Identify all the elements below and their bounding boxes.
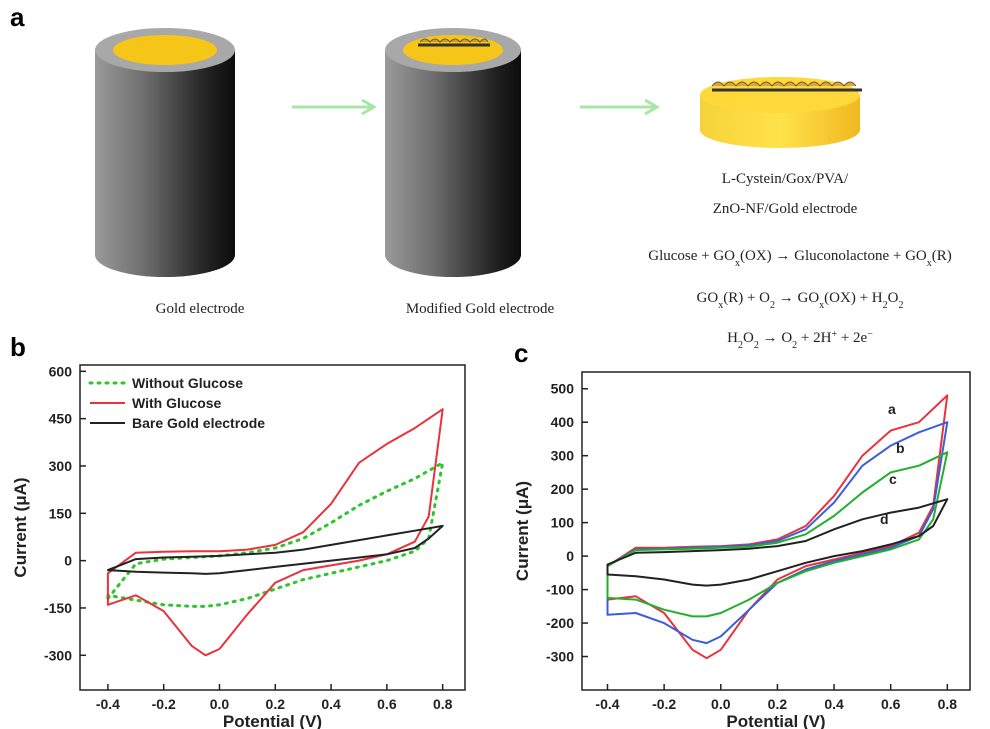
equation-part: (OX) + H xyxy=(824,290,883,306)
equation-part: x xyxy=(927,258,932,269)
x-tick-label: 0.6 xyxy=(881,696,901,712)
legend-label: Without Glucose xyxy=(132,375,243,391)
cv-curve xyxy=(606,394,949,660)
cv-curve xyxy=(106,408,444,657)
y-tick-label: -300 xyxy=(546,649,574,665)
y-tick-label: -300 xyxy=(44,647,72,663)
x-axis-label: Potential (V) xyxy=(726,712,825,729)
panel-label: c xyxy=(514,338,528,368)
x-tick-label: 0.4 xyxy=(824,696,844,712)
equation-part: x xyxy=(718,300,723,311)
y-tick-label: 600 xyxy=(49,363,73,379)
y-tick-label: 400 xyxy=(551,414,575,430)
x-tick-label: 0.0 xyxy=(210,696,230,712)
equation-part: O xyxy=(888,290,899,306)
electrode-label: Gold electrode xyxy=(156,301,245,317)
legend-label: Bare Gold electrode xyxy=(132,415,265,431)
y-tick-label: -150 xyxy=(44,600,72,616)
equation: GOx(R) + O2 → GOx(OX) + H2O2 xyxy=(697,290,904,311)
x-axis-label: Potential (V) xyxy=(223,712,322,729)
equation-part: 2 xyxy=(738,340,743,351)
electrode-label: Modified Gold electrode xyxy=(406,301,555,317)
curve-label: a xyxy=(888,401,896,417)
x-tick-label: 0.8 xyxy=(938,696,958,712)
equation: Glucose + GOx(OX) → Gluconolactone + GOx… xyxy=(648,248,952,269)
y-axis-label: Current (μA) xyxy=(513,481,532,581)
x-tick-label: -0.2 xyxy=(152,696,176,712)
equation-part: + xyxy=(831,329,837,340)
modified-electrode xyxy=(385,28,521,277)
plot-frame xyxy=(581,371,971,691)
equation-part: O xyxy=(743,330,754,346)
y-tick-label: -200 xyxy=(546,615,574,631)
x-tick-label: -0.4 xyxy=(96,696,120,712)
y-tick-label: 300 xyxy=(551,448,575,464)
equation-part: x xyxy=(819,300,824,311)
x-tick-label: 0.8 xyxy=(433,696,453,712)
panel-label: a xyxy=(10,2,25,32)
cv-curve xyxy=(106,524,444,575)
equation-part: (R) xyxy=(932,248,952,264)
equation-part: 2 xyxy=(898,300,903,311)
y-tick-label: 200 xyxy=(551,481,575,497)
cv-curve xyxy=(606,451,949,618)
equation-part: 2 xyxy=(770,300,775,311)
y-tick-label: 300 xyxy=(49,458,73,474)
product-label: L-Cystein/Gox/PVA/ xyxy=(722,171,849,187)
curve-label: d xyxy=(880,511,889,527)
equation-part: + 2H xyxy=(797,330,831,346)
curve-label: c xyxy=(889,471,897,487)
equation-part: (R) + O xyxy=(723,290,770,306)
x-tick-label: 0.2 xyxy=(266,696,286,712)
x-tick-label: 0.2 xyxy=(768,696,788,712)
equation-part: Glucose + GO xyxy=(648,248,735,264)
equation-part: GO xyxy=(697,290,719,306)
cv-curve xyxy=(606,421,949,645)
equation-part: − xyxy=(867,329,873,340)
equation: H2O2 → O2 + 2H+ + 2e− xyxy=(727,329,873,351)
equation-part: → GO xyxy=(775,290,819,306)
electrode-disk xyxy=(700,77,862,148)
y-tick-label: 0 xyxy=(64,553,72,569)
equation-part: 2 xyxy=(792,340,797,351)
y-tick-label: -100 xyxy=(546,582,574,598)
cv-curve xyxy=(606,498,949,587)
equation-part: 2 xyxy=(754,340,759,351)
plot-frame xyxy=(79,364,466,691)
gold-electrode xyxy=(95,28,235,277)
x-tick-label: 0.6 xyxy=(377,696,397,712)
x-tick-label: 0.4 xyxy=(321,696,341,712)
equation-part: x xyxy=(735,258,740,269)
x-tick-label: 0.0 xyxy=(711,696,731,712)
x-tick-label: -0.2 xyxy=(652,696,676,712)
legend-label: With Glucose xyxy=(132,395,222,411)
y-tick-label: 100 xyxy=(551,515,575,531)
equation-part: H xyxy=(727,330,738,346)
equation-part: 2 xyxy=(883,300,888,311)
x-tick-label: -0.4 xyxy=(595,696,619,712)
y-tick-label: 500 xyxy=(551,381,575,397)
arrow xyxy=(292,98,660,116)
product-label: ZnO-NF/Gold electrode xyxy=(713,201,858,217)
y-tick-label: 150 xyxy=(49,505,73,521)
equation-part: + 2e xyxy=(837,330,867,346)
equation-part: → O xyxy=(759,330,793,346)
y-tick-label: 450 xyxy=(49,411,73,427)
curve-label: b xyxy=(896,440,905,456)
panel-label: b xyxy=(10,332,26,362)
equation-part: (OX) → Gluconolactone + GO xyxy=(740,248,927,264)
y-axis-label: Current (μA) xyxy=(11,477,30,577)
y-tick-label: 0 xyxy=(566,548,574,564)
